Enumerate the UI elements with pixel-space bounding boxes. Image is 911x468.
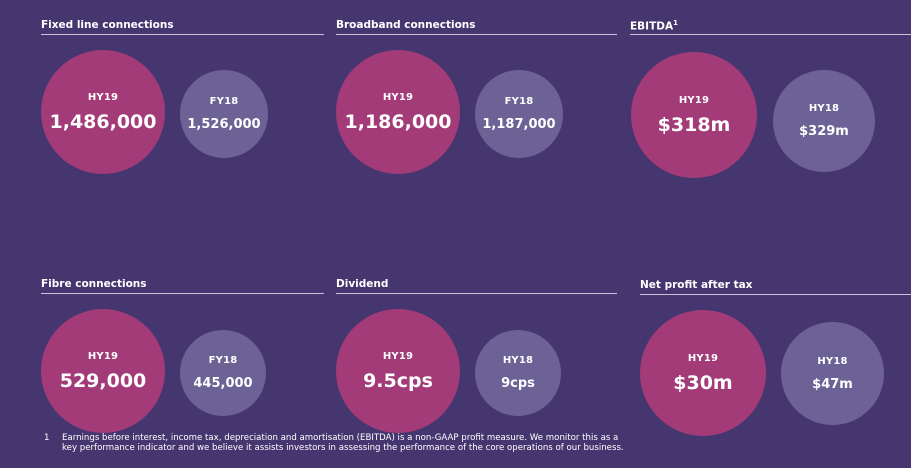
hy19-circle: HY19 529,000 (41, 309, 165, 433)
hy19-circle: HY19 1,486,000 (41, 50, 165, 174)
metric-value: 1,186,000 (344, 110, 452, 133)
period-label: FY18 (504, 96, 534, 107)
footnote-marker: 1 (673, 19, 678, 27)
hy19-circle: HY19 $318m (631, 52, 757, 178)
panel-title: Broadband connections (336, 19, 476, 31)
metric-value: 445,000 (193, 376, 253, 391)
panel-title: EBITDA1 (630, 19, 678, 33)
metric-value: $47m (812, 376, 853, 392)
period-label: HY18 (817, 355, 848, 367)
divider (336, 293, 617, 294)
metric-value: $30m (673, 371, 733, 394)
metric-value: 1,187,000 (482, 117, 556, 132)
divider (41, 34, 324, 35)
panel-broadband-connections: Broadband connections HY19 1,186,000 FY1… (336, 19, 621, 174)
footnote-number: 1 (44, 433, 50, 443)
divider (630, 34, 911, 35)
period-label: HY19 (87, 350, 119, 362)
footnote-line-1: Earnings before interest, income tax, de… (62, 433, 619, 443)
metric-value: 1,486,000 (49, 110, 157, 133)
panel-ebitda: EBITDA1 HY19 $318m HY18 $329m (630, 19, 911, 178)
panel-fixed-line-connections: Fixed line connections HY19 1,486,000 FY… (41, 19, 326, 174)
period-label: FY18 (208, 355, 238, 366)
hy18-circle: HY18 $329m (773, 70, 875, 172)
metric-value: $318m (657, 113, 731, 136)
panel-fibre-connections: Fibre connections HY19 529,000 FY18 445,… (41, 278, 326, 433)
period-label: HY18 (502, 355, 534, 366)
period-label: HY19 (87, 91, 119, 103)
panel-dividend: Dividend HY19 9.5cps HY18 9cps (336, 278, 621, 433)
hy19-circle: HY19 $30m (640, 310, 766, 436)
hy19-circle: HY19 1,186,000 (336, 50, 460, 174)
period-label: HY19 (687, 352, 719, 364)
period-label: HY19 (678, 94, 710, 106)
hy18-circle: HY18 $47m (781, 322, 884, 425)
period-label: HY19 (382, 350, 414, 362)
panel-title: Fibre connections (41, 278, 147, 290)
hy19-circle: HY19 9.5cps (336, 309, 460, 433)
fy18-circle: FY18 1,187,000 (475, 70, 563, 158)
divider (41, 293, 324, 294)
metric-value: 1,526,000 (187, 117, 261, 132)
fy18-circle: FY18 445,000 (180, 330, 266, 416)
period-label: FY18 (209, 96, 239, 107)
period-label: HY18 (808, 103, 840, 114)
divider (336, 34, 617, 35)
metric-value: $329m (799, 124, 849, 139)
metric-value: 9.5cps (363, 369, 433, 392)
metric-value: 529,000 (59, 369, 147, 392)
footnote-line-2: key performance indicator and we believe… (62, 443, 624, 453)
panel-title: Dividend (336, 278, 389, 290)
panel-net-profit-after-tax: Net profit after tax HY19 $30m HY18 $47m (640, 279, 911, 436)
metric-value: 9cps (501, 376, 535, 391)
panel-title: Net profit after tax (640, 279, 753, 291)
panel-title: Fixed line connections (41, 19, 174, 31)
period-label: HY19 (382, 91, 414, 103)
divider (640, 294, 911, 295)
fy18-circle: FY18 1,526,000 (180, 70, 268, 158)
hy18-circle: HY18 9cps (475, 330, 561, 416)
footnote: 1 Earnings before interest, income tax, … (44, 433, 624, 453)
